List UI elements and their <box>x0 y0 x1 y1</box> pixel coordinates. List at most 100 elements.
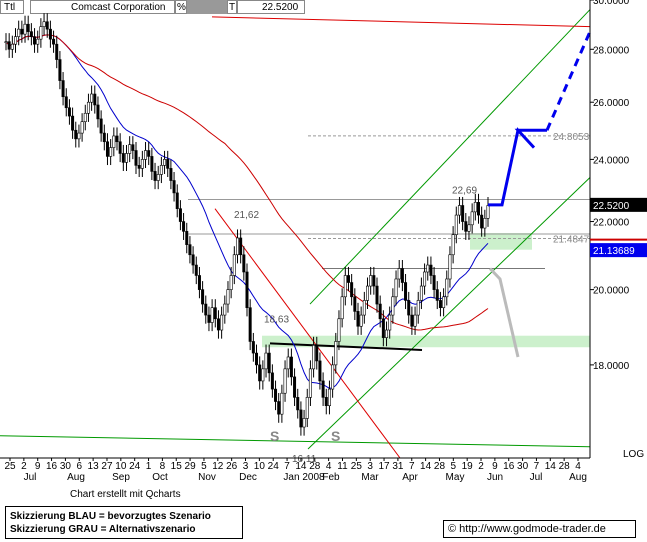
candle-body <box>258 364 262 382</box>
channel-lower <box>307 177 591 450</box>
candle-body <box>251 341 255 354</box>
candle-body <box>131 144 135 151</box>
candle-body <box>346 275 350 283</box>
long-term-line <box>0 435 591 448</box>
candle-body <box>464 221 468 232</box>
candle <box>20 20 24 43</box>
candle <box>267 344 271 382</box>
candle-body <box>461 205 465 222</box>
candle <box>480 206 484 237</box>
candle-body <box>156 174 160 181</box>
candle <box>159 156 163 184</box>
candle <box>216 310 220 339</box>
candle-body <box>299 409 303 428</box>
candle-body <box>134 150 138 166</box>
candle <box>232 246 236 285</box>
candle <box>153 162 157 190</box>
candle-body <box>153 171 157 181</box>
candle <box>464 213 468 240</box>
x-day-label: 6 <box>76 461 82 472</box>
candle-body <box>121 153 125 163</box>
candle <box>245 263 249 317</box>
candle <box>404 273 408 310</box>
candle <box>353 288 357 321</box>
candle-body <box>343 275 347 298</box>
candle <box>283 360 287 402</box>
x-day-label: 15 <box>171 461 183 472</box>
candle-body <box>270 372 274 390</box>
candle <box>457 196 461 224</box>
header-t: T <box>227 0 237 14</box>
candle-body <box>17 28 21 37</box>
candle-body <box>175 192 179 209</box>
candle <box>71 107 75 139</box>
candle <box>264 344 268 378</box>
x-day-label: 30 <box>60 461 72 472</box>
candle <box>312 336 316 378</box>
candle-body <box>26 23 30 32</box>
candle-body <box>429 264 433 276</box>
candle-body <box>394 278 398 298</box>
chart-credit: Chart erstellt mit Qcharts <box>70 489 181 500</box>
x-day-label: 17 <box>378 461 390 472</box>
channel-upper <box>309 9 591 305</box>
candle <box>96 96 100 128</box>
candle-body <box>356 311 360 327</box>
candle <box>255 344 259 374</box>
candle <box>42 13 46 36</box>
candle <box>419 277 423 310</box>
candle-body <box>308 368 312 398</box>
candle <box>359 306 363 335</box>
candle-body <box>365 285 369 301</box>
scenario-lines <box>488 31 592 358</box>
x-month-label: Oct <box>152 472 168 483</box>
candle <box>166 150 170 177</box>
candle-body <box>438 300 442 309</box>
pattern-label-s: S <box>270 428 279 444</box>
candle-body <box>185 231 189 245</box>
candle <box>112 127 116 157</box>
source-url[interactable]: http://www.godmode-trader.de <box>459 523 606 535</box>
candle-body <box>378 303 382 320</box>
candle-body <box>52 38 56 45</box>
candle-body <box>280 392 284 415</box>
candle-body <box>216 318 220 331</box>
candle <box>150 147 154 181</box>
candle <box>467 216 471 240</box>
candle <box>258 356 262 390</box>
candle-body <box>163 159 167 166</box>
header-title: Comcast Corporation <box>30 0 175 14</box>
candle-body <box>337 318 341 342</box>
candle-body <box>286 356 290 370</box>
x-day-label: 24 <box>129 461 141 472</box>
candle-body <box>232 254 236 276</box>
candle <box>115 127 119 151</box>
candle <box>102 124 106 151</box>
candle <box>134 141 138 174</box>
candle-body <box>58 59 62 81</box>
candle <box>109 139 113 166</box>
candle <box>239 229 243 264</box>
candle <box>391 288 395 324</box>
x-day-label: 10 <box>115 461 127 472</box>
candle <box>201 281 205 313</box>
candle <box>175 184 179 218</box>
candle <box>210 299 214 332</box>
candle-body <box>451 234 455 256</box>
candle <box>483 209 487 237</box>
candle-body <box>178 208 182 222</box>
downtrend-line <box>214 208 401 459</box>
legend-box: Skizzierung BLAU = bevorzugtes Szenario … <box>5 506 243 539</box>
scenario-blue-path <box>488 127 547 207</box>
candle-body <box>369 275 373 287</box>
candle <box>331 356 335 398</box>
x-month-label: Sep <box>112 472 130 483</box>
candle <box>337 310 341 351</box>
candle <box>473 193 477 221</box>
candle-body <box>80 121 84 134</box>
price-tag-bg <box>590 197 647 212</box>
candle <box>29 23 33 46</box>
candle-body <box>331 364 335 390</box>
candle <box>299 401 303 436</box>
candle <box>362 291 366 324</box>
